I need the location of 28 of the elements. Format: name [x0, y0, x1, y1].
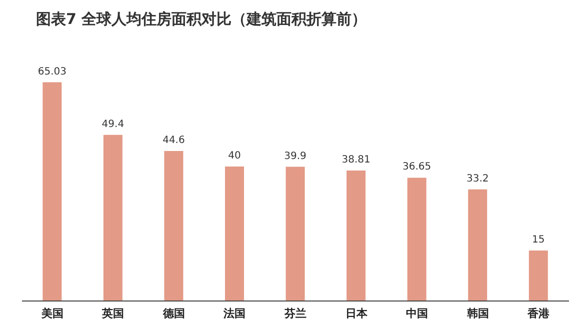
bar: [286, 166, 305, 301]
x-tick-label: 中国: [406, 306, 428, 320]
bar: [103, 134, 122, 301]
x-tick-label: 德国: [162, 306, 185, 320]
data-label: 39.9: [284, 150, 306, 162]
x-tick-label: 芬兰: [284, 306, 306, 320]
data-label: 40: [228, 150, 241, 162]
bar: [42, 82, 62, 301]
data-label: 49.4: [102, 118, 124, 130]
x-tick-label: 韩国: [466, 306, 489, 320]
bar: [225, 166, 244, 301]
bar: [528, 250, 548, 301]
data-label: 33.2: [466, 173, 489, 184]
bar: [407, 178, 426, 301]
x-tick-label: 法国: [222, 306, 246, 320]
x-tick-label: 日本: [345, 306, 368, 320]
x-tick-label: 香港: [526, 306, 551, 320]
bar: [468, 189, 488, 301]
bar: [164, 150, 184, 301]
data-label: 36.65: [402, 162, 432, 173]
data-label: 65.03: [38, 66, 66, 78]
chart-title: 图表7 全球人均住房面积对比（建筑面积折算前）: [35, 9, 368, 30]
bar: [346, 170, 366, 301]
x-tick-label: 美国: [40, 306, 64, 320]
data-label: 44.6: [162, 134, 185, 146]
x-tick-label: 英国: [101, 306, 124, 320]
data-label: 15: [532, 234, 545, 246]
data-label: 38.81: [342, 154, 370, 166]
